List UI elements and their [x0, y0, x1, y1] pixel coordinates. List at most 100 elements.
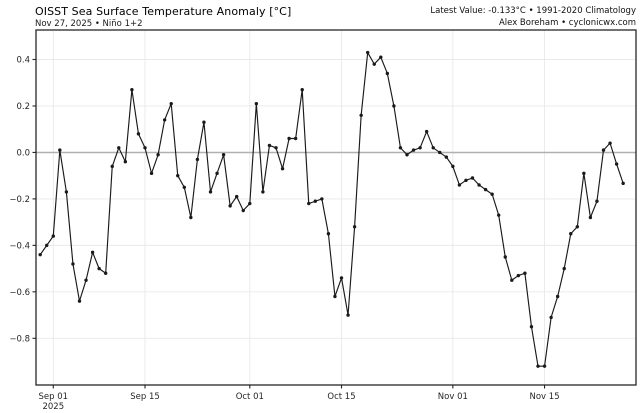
- data-point: [254, 101, 259, 106]
- plot-border: [35, 29, 637, 386]
- data-point: [195, 157, 200, 162]
- chart-title: OISST Sea Surface Temperature Anomaly [°…: [35, 5, 292, 18]
- series: [39, 51, 624, 367]
- data-point: [582, 171, 586, 176]
- data-point: [241, 208, 245, 213]
- data-point: [339, 276, 344, 280]
- data-point: [103, 271, 108, 275]
- x-tick-label: Nov 15: [530, 392, 560, 402]
- axis-ticks: [32, 58, 546, 389]
- data-point: [221, 153, 226, 157]
- data-point: [123, 160, 128, 164]
- data-point: [379, 55, 383, 59]
- data-point: [529, 324, 534, 329]
- data-point: [300, 88, 304, 92]
- data-point: [169, 101, 173, 106]
- data-point: [274, 146, 278, 150]
- data-point: [71, 262, 75, 266]
- data-point: [313, 199, 317, 203]
- data-point: [215, 171, 219, 176]
- data-point: [510, 278, 514, 282]
- data-point: [64, 190, 69, 194]
- data-point: [555, 294, 560, 299]
- data-point: [51, 234, 55, 238]
- y-tick-label: −0.6: [9, 288, 30, 298]
- x-tick-sublabel: 2025: [42, 402, 64, 412]
- data-point: [326, 232, 331, 236]
- data-point: [97, 266, 101, 271]
- data-point: [359, 113, 363, 117]
- data-point: [444, 155, 449, 159]
- data-point: [385, 71, 390, 76]
- data-point: [621, 181, 625, 186]
- data-point: [405, 153, 409, 157]
- data-point: [595, 199, 599, 203]
- credit-label: Alex Boreham • cyclonicwx.com: [498, 18, 636, 28]
- data-point: [280, 167, 285, 171]
- data-point: [483, 187, 488, 192]
- data-point: [77, 299, 82, 303]
- data-point: [267, 143, 272, 148]
- gridlines: [36, 30, 636, 385]
- x-tick-label: Sep 01: [39, 392, 69, 402]
- data-point: [235, 194, 239, 199]
- data-point: [457, 183, 462, 187]
- data-point: [562, 266, 566, 271]
- y-tick-label: −0.4: [9, 241, 30, 251]
- data-point: [464, 178, 468, 183]
- data-point: [398, 146, 403, 150]
- data-point: [176, 173, 180, 178]
- data-point: [293, 136, 298, 141]
- data-point: [287, 136, 291, 141]
- x-tick-label: Sep 15: [130, 392, 160, 402]
- data-point: [346, 313, 350, 317]
- y-tick-label: −0.8: [9, 334, 30, 344]
- spines: [35, 29, 637, 386]
- data-point: [156, 153, 160, 157]
- data-point: [189, 215, 193, 220]
- data-point: [516, 273, 521, 278]
- data-point: [614, 162, 619, 166]
- x-tick-label: Nov 01: [438, 392, 468, 402]
- data-point: [261, 190, 265, 194]
- data-points: [38, 50, 625, 368]
- data-point: [149, 171, 154, 176]
- data-point: [575, 225, 580, 229]
- data-point: [143, 146, 147, 150]
- data-point: [490, 192, 494, 196]
- data-point: [503, 255, 507, 259]
- x-tick-label: Oct 15: [327, 392, 355, 402]
- data-point: [569, 232, 573, 236]
- series-line: [39, 51, 624, 367]
- data-point: [117, 146, 121, 150]
- data-point: [418, 146, 422, 150]
- data-point: [110, 164, 114, 169]
- data-point: [372, 62, 376, 66]
- data-point: [208, 190, 213, 194]
- chart-subtitle: Nov 27, 2025 • Niño 1+2: [35, 19, 143, 29]
- data-point: [202, 120, 206, 124]
- data-point: [608, 141, 612, 145]
- y-tick-label: 0.0: [16, 148, 30, 158]
- data-point: [470, 176, 475, 180]
- data-point: [424, 129, 429, 134]
- y-tick-label: 0.2: [16, 102, 30, 112]
- data-point: [333, 294, 337, 299]
- data-point: [45, 243, 49, 248]
- data-point: [58, 148, 62, 152]
- data-point: [542, 364, 547, 368]
- data-point: [38, 252, 42, 257]
- data-point: [228, 204, 232, 208]
- data-point: [162, 118, 167, 122]
- data-point: [523, 271, 527, 275]
- y-tick-label: 0.4: [16, 56, 30, 66]
- latest-value-label: Latest Value: -0.133°C • 1991-2020 Clima…: [430, 6, 636, 16]
- data-point: [136, 132, 141, 136]
- data-point: [601, 148, 606, 152]
- data-point: [130, 88, 134, 92]
- data-point: [307, 201, 311, 206]
- data-point: [90, 250, 95, 255]
